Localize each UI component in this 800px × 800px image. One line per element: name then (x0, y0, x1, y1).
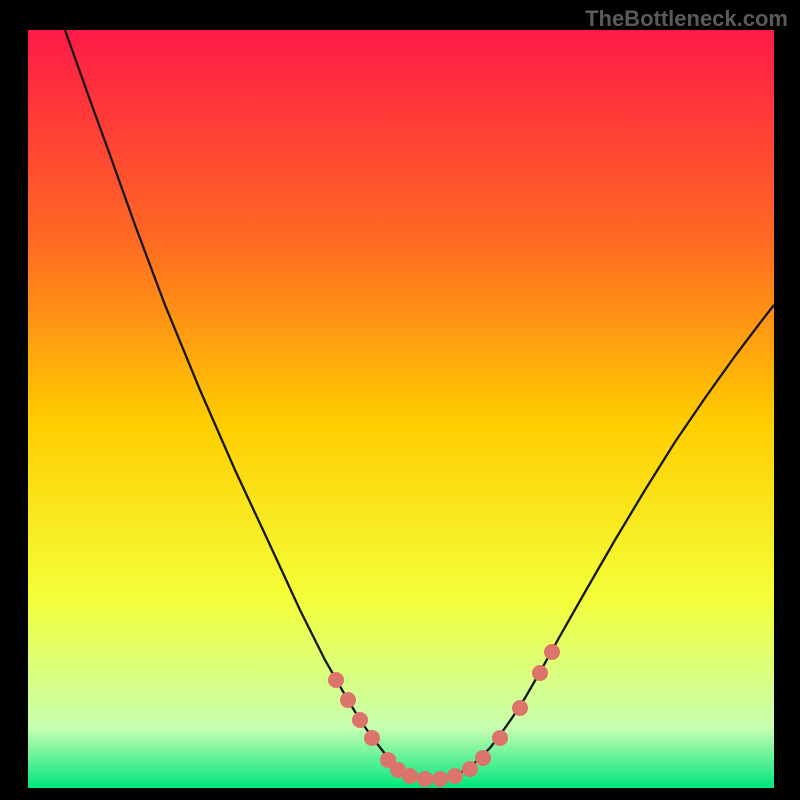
chart-container: TheBottleneck.com (0, 0, 800, 800)
plot-area (28, 30, 774, 788)
watermark-text: TheBottleneck.com (585, 6, 788, 32)
